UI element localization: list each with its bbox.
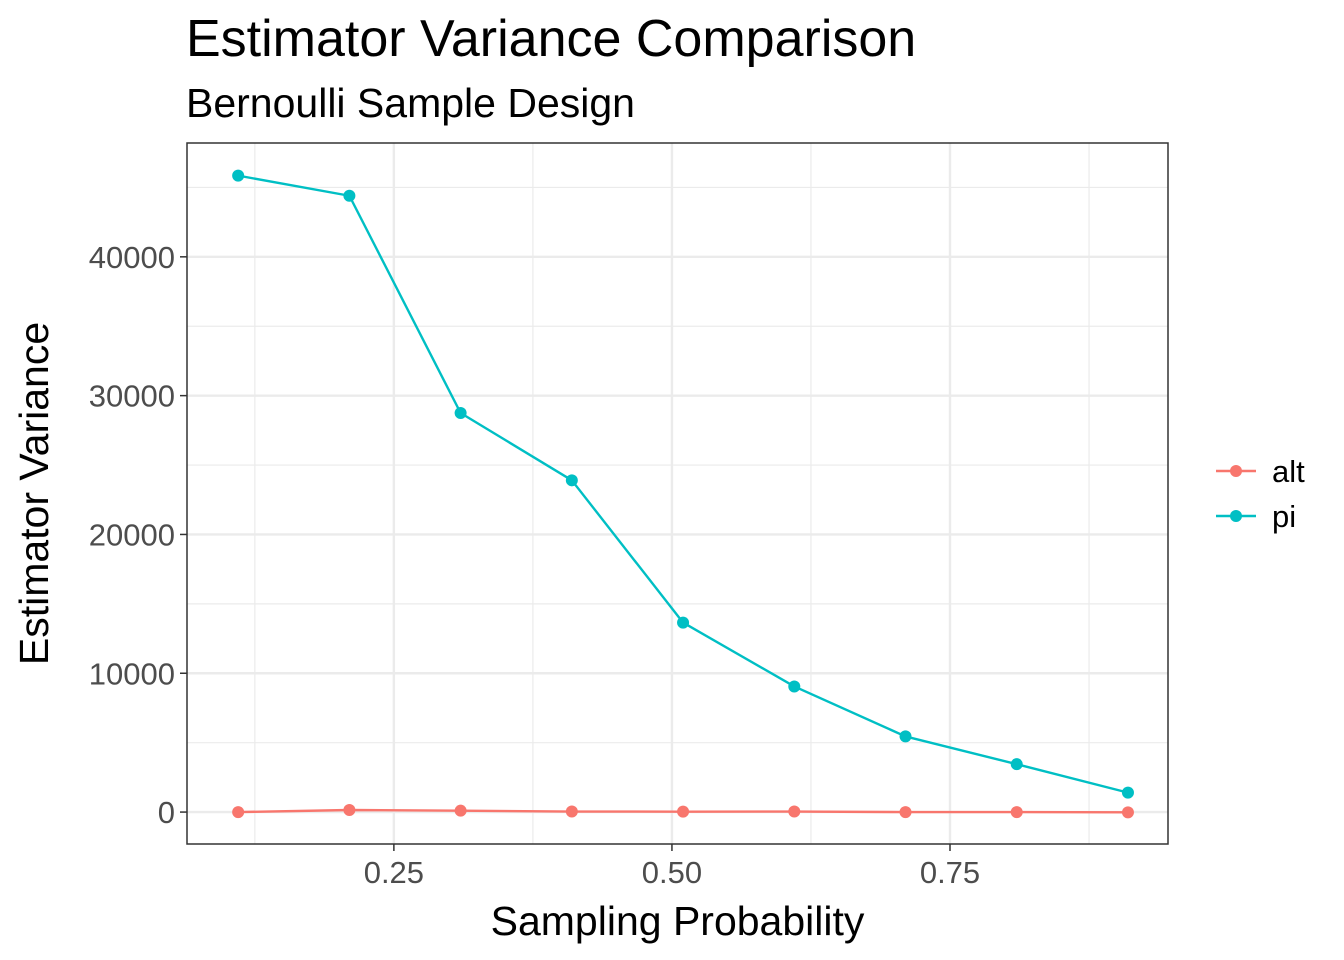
x-tick-label: 0.25 — [364, 855, 424, 890]
legend-item-alt: alt — [1216, 454, 1305, 489]
x-axis: 0.25 0.50 0.75 — [364, 844, 980, 890]
x-tick-label: 0.75 — [920, 855, 980, 890]
data-point-pi — [788, 680, 801, 693]
data-point-pi — [343, 189, 356, 202]
data-point-alt — [343, 803, 356, 816]
legend-label: alt — [1272, 454, 1305, 489]
x-tick-label: 0.50 — [642, 855, 702, 890]
data-point-pi — [899, 730, 912, 743]
data-point-pi — [677, 616, 690, 629]
series-layer — [232, 169, 1134, 819]
series-pi — [232, 169, 1134, 799]
panel-border — [186, 142, 1169, 845]
series-alt — [232, 803, 1134, 819]
y-tick-label: 0 — [158, 795, 175, 830]
legend-key-point — [1230, 465, 1242, 477]
y-tick-label: 20000 — [89, 517, 175, 552]
y-tick-label: 30000 — [89, 379, 175, 414]
y-tick-label: 40000 — [89, 240, 175, 275]
data-point-alt — [899, 806, 912, 819]
data-point-alt — [565, 805, 578, 818]
data-point-alt — [1121, 806, 1134, 819]
legend: alt pi — [1216, 454, 1305, 534]
x-axis-title: Sampling Probability — [491, 898, 865, 944]
data-point-pi — [565, 474, 578, 487]
major-gridlines — [187, 143, 1168, 844]
data-point-pi — [1121, 786, 1134, 799]
chart-title: Estimator Variance Comparison — [186, 10, 917, 68]
y-axis: 0 10000 20000 30000 40000 — [89, 240, 187, 830]
y-axis-title: Estimator Variance — [11, 322, 57, 665]
data-point-pi — [1010, 758, 1023, 771]
data-point-alt — [454, 804, 467, 817]
data-point-alt — [788, 805, 801, 818]
y-tick-label: 10000 — [89, 656, 175, 691]
data-point-alt — [232, 806, 245, 819]
legend-label: pi — [1272, 499, 1296, 534]
data-point-pi — [232, 169, 245, 182]
data-point-alt — [1010, 806, 1023, 819]
series-line-pi — [237, 174, 1129, 794]
legend-key-point — [1230, 510, 1242, 522]
data-point-alt — [677, 805, 690, 818]
legend-item-pi: pi — [1216, 499, 1296, 534]
data-point-pi — [454, 406, 467, 419]
chart-subtitle: Bernoulli Sample Design — [186, 80, 635, 126]
minor-gridlines — [187, 143, 1168, 844]
